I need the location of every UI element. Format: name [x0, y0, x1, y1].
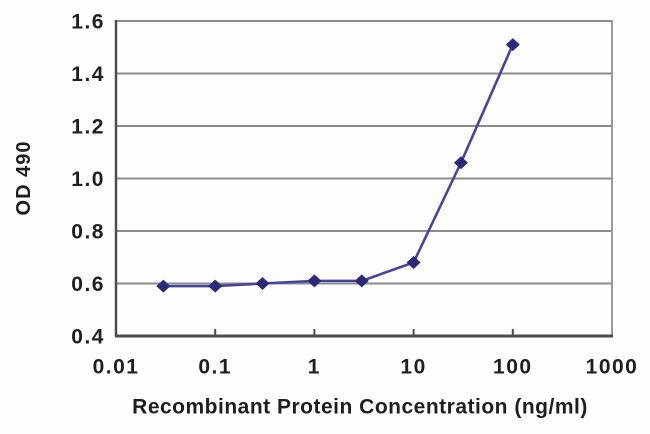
y-tick-label: 0.6: [71, 273, 105, 296]
x-tick-label: 1000: [586, 356, 639, 379]
x-tick-label: 0.1: [198, 356, 232, 379]
data-point-marker: [406, 256, 421, 269]
x-tick-label: 100: [493, 356, 533, 379]
data-point-marker: [453, 156, 468, 170]
x-tick-label: 1: [308, 356, 321, 379]
y-tick-label: 1.0: [71, 168, 105, 191]
y-tick-label: 0.4: [71, 326, 105, 349]
data-point-marker: [208, 279, 223, 293]
data-point-marker: [156, 279, 171, 293]
data-point-marker: [505, 38, 520, 52]
x-tick-label: 10: [400, 356, 426, 379]
y-tick-label: 1.6: [71, 11, 105, 34]
series-line: [163, 44, 514, 288]
y-tick-label: 1.2: [71, 116, 105, 139]
data-point-marker: [255, 277, 270, 290]
x-axis-title: Recombinant Protein Concentration (ng/ml…: [132, 396, 588, 419]
y-tick-label: 0.8: [71, 221, 105, 244]
data-point-marker: [307, 274, 322, 288]
y-tick-label: 1.4: [71, 63, 105, 86]
y-axis-title: OD 490: [13, 141, 35, 216]
x-tick-label: 0.01: [93, 356, 140, 379]
data-point-marker: [354, 274, 369, 288]
